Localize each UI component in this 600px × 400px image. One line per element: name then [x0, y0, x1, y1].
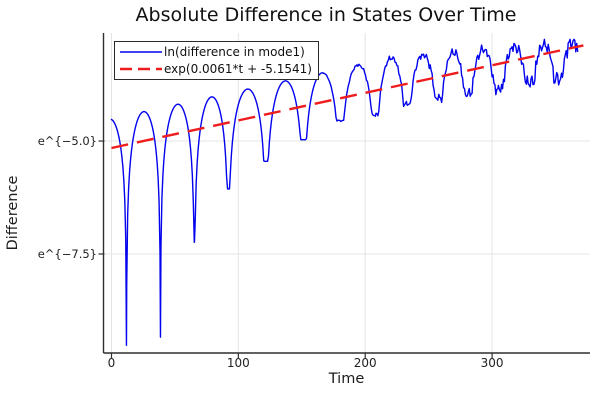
legend-dashed-line-icon — [120, 67, 162, 70]
legend-label: ln(difference in mode1) — [164, 44, 305, 59]
series-layer — [110, 38, 584, 347]
axis-layer — [98, 33, 590, 358]
legend-entry: exp(0.0061*t + -5.1541) — [118, 60, 312, 77]
x-tick-label: 0 — [107, 356, 116, 370]
grid-layer — [103, 33, 590, 353]
x-tick-label: 300 — [480, 356, 504, 370]
x-tick-label: 200 — [353, 356, 377, 370]
blue-series-path — [110, 38, 579, 347]
y-axis-label: Difference — [5, 175, 21, 251]
legend-solid-line-icon — [120, 50, 162, 53]
x-tick-label: 100 — [226, 356, 250, 370]
chart-title: Absolute Difference in States Over Time — [135, 4, 517, 26]
y-tick-label: e^{−5.0} — [37, 134, 97, 149]
legend-label: exp(0.0061*t + -5.1541) — [164, 61, 312, 76]
y-tick-label: e^{−7.5} — [37, 247, 97, 262]
x-axis-label: Time — [328, 371, 365, 387]
red-fit-line — [111, 44, 584, 150]
legend: ln(difference in mode1) exp(0.0061*t + -5… — [114, 41, 319, 80]
legend-entry: ln(difference in mode1) — [118, 43, 312, 60]
